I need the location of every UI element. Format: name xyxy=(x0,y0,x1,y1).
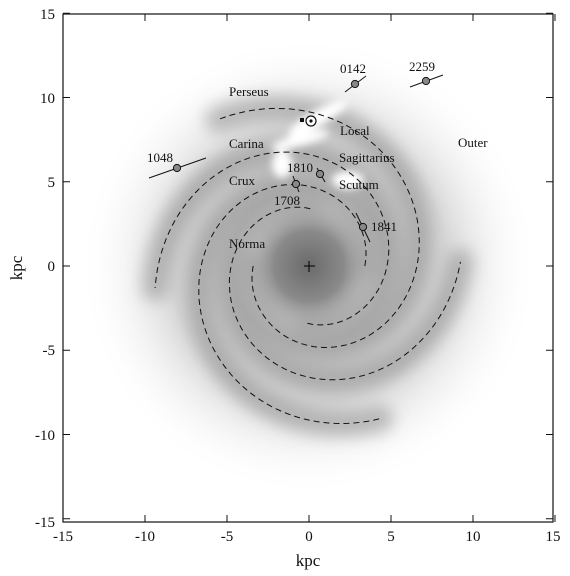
arm-label-outer: Outer xyxy=(458,135,488,150)
x-tick-labels: -15 -10 -5 0 5 10 15 xyxy=(53,529,561,545)
source-2259: 2259 xyxy=(409,59,444,88)
source-marker xyxy=(358,222,368,232)
source-marker xyxy=(421,76,431,86)
source-marker xyxy=(350,79,360,89)
source-0142: 0142 xyxy=(340,61,367,93)
source-label: 1810 xyxy=(287,160,313,175)
spiral-arm-3 xyxy=(218,107,420,348)
arm-label-perseus: Perseus xyxy=(229,84,269,99)
source-label: 0142 xyxy=(340,61,366,76)
source-1810: 1810 xyxy=(287,160,326,183)
y-tick-label: 10 xyxy=(40,91,55,107)
x-tick-label: 5 xyxy=(387,529,395,545)
y-tick-label: -15 xyxy=(35,515,55,531)
source-1841: 1841 xyxy=(355,212,397,243)
source-marker xyxy=(291,179,301,189)
sources: 0142 2259 1048 1810 1708 1841 xyxy=(147,59,444,243)
y-tick-label: -10 xyxy=(35,428,55,444)
arm-labels: Perseus Carina Crux Norma Local Sagittar… xyxy=(229,84,488,251)
y-tick-label: 5 xyxy=(48,175,56,191)
arm-label-sagittarius: Sagittarius xyxy=(339,150,395,165)
x-tick-label: 15 xyxy=(546,529,561,545)
source-label: 1708 xyxy=(274,193,300,208)
arm-label-crux: Crux xyxy=(229,173,256,188)
source-label: 2259 xyxy=(409,59,435,74)
x-tick-label: -10 xyxy=(135,529,155,545)
x-tick-label: -15 xyxy=(53,529,73,545)
axis-ticks xyxy=(62,12,556,522)
sun-icon xyxy=(300,115,317,127)
plot-frame xyxy=(62,13,554,523)
arm-label-local: Local xyxy=(340,123,370,138)
y-tick-label: -5 xyxy=(43,343,56,359)
galactic-center-icon xyxy=(304,261,315,272)
source-1048: 1048 xyxy=(147,150,207,179)
bright-region xyxy=(270,99,364,189)
source-label: 1841 xyxy=(371,219,397,234)
y-tick-labels: 15 10 5 0 -5 -10 -15 xyxy=(35,7,55,531)
spiral-arm-traces xyxy=(154,107,461,425)
arm-label-norma: Norma xyxy=(229,236,265,251)
arm-label-scutum: Scutum xyxy=(339,177,379,192)
x-axis-label: kpc xyxy=(296,551,321,570)
x-tick-label: 0 xyxy=(305,529,313,545)
x-tick-label: -5 xyxy=(221,529,234,545)
source-marker xyxy=(315,169,325,179)
x-tick-label: 10 xyxy=(466,529,481,545)
arm-label-carina: Carina xyxy=(229,136,264,151)
source-marker xyxy=(172,163,182,173)
source-1708: 1708 xyxy=(274,175,301,208)
source-label: 1048 xyxy=(147,150,173,165)
y-axis-label: kpc xyxy=(7,255,26,280)
y-tick-label: 0 xyxy=(48,259,56,275)
spiral-arm-0 xyxy=(154,151,390,326)
spiral-arm-1 xyxy=(198,184,381,425)
y-tick-label: 15 xyxy=(40,7,55,23)
